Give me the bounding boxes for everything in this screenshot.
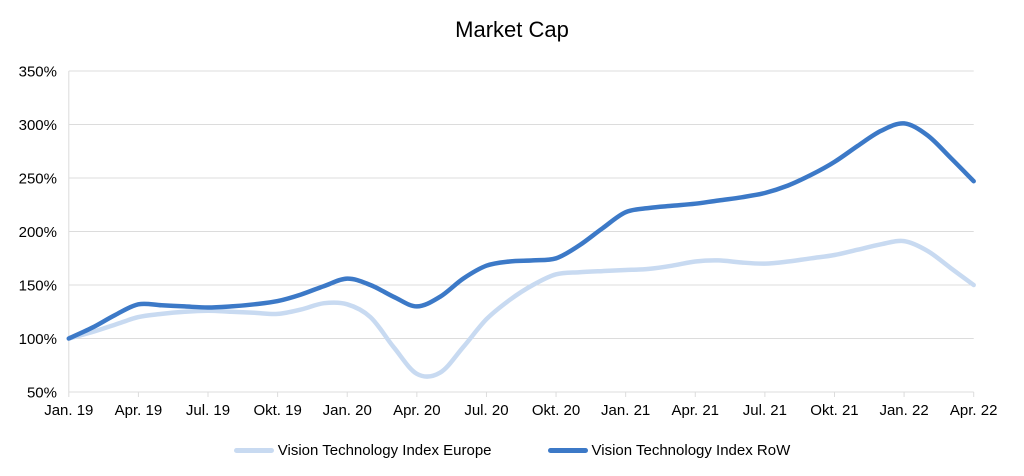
x-axis-label: Apr. 21 — [671, 402, 719, 419]
legend-label-europe: Vision Technology Index Europe — [277, 442, 492, 459]
y-axis-label: 300% — [19, 117, 57, 134]
x-axis-label: Okt. 21 — [810, 402, 858, 419]
legend-swatch-row — [547, 448, 588, 453]
legend-swatch-europe — [233, 448, 274, 453]
y-axis-label: 50% — [27, 385, 57, 402]
y-axis-label: 100% — [19, 331, 57, 348]
series-line-row — [66, 121, 976, 341]
y-axis-label: 250% — [19, 171, 57, 188]
x-axis-label: Apr. 19 — [115, 402, 163, 419]
legend-item-europe: Vision Technology Index Europe — [233, 442, 492, 459]
x-axis-label: Jan. 22 — [879, 402, 928, 419]
x-axis-label: Jan. 21 — [601, 402, 650, 419]
x-axis-label: Jan. 20 — [323, 402, 372, 419]
x-axis-label: Apr. 22 — [950, 402, 998, 419]
y-axis-label: 150% — [19, 278, 57, 295]
y-axis-label: 350% — [19, 64, 57, 81]
chart-title: Market Cap — [455, 17, 569, 42]
y-axis-label: 200% — [19, 224, 57, 241]
x-axis-label: Apr. 20 — [393, 402, 441, 419]
x-axis-label: Okt. 19 — [253, 402, 301, 419]
legend-label-row: Vision Technology Index RoW — [591, 442, 791, 459]
x-axis-label: Jul. 20 — [464, 402, 508, 419]
legend-item-row: Vision Technology Index RoW — [547, 442, 791, 459]
x-axis-label: Okt. 20 — [532, 402, 580, 419]
plot-area: 350% 300% 250% 200% 150% 100% 50%Jan. 19 Apr. 1… — [19, 64, 998, 420]
x-axis-label: Jan. 19 — [44, 402, 93, 419]
x-axis-label: Jul. 19 — [186, 402, 230, 419]
x-axis-label: Jul. 21 — [743, 402, 787, 419]
legend: Vision Technology Index Europe Vision Tec… — [0, 442, 1024, 459]
series-line-europe — [66, 238, 976, 379]
